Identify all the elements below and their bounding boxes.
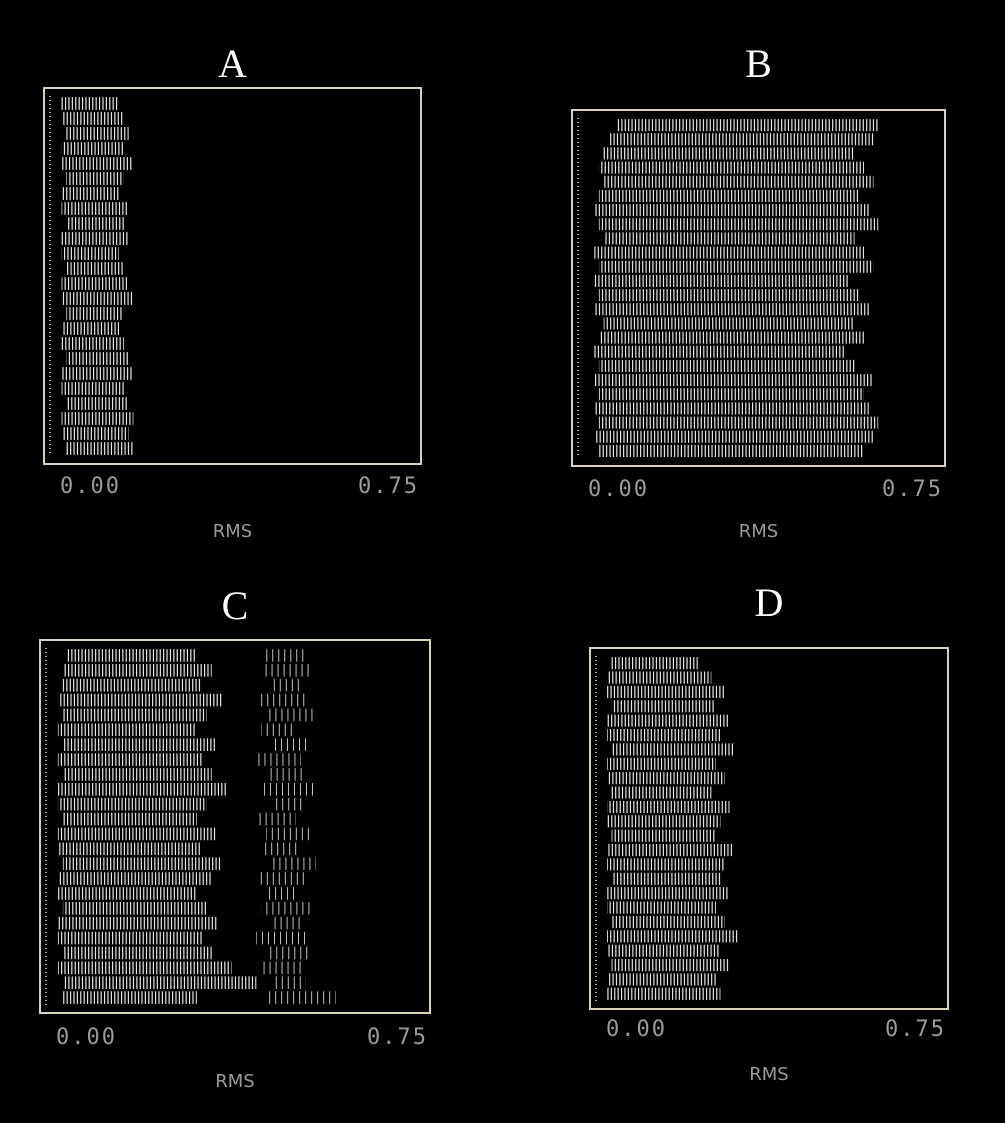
x-tick-label: 0.00 [588,477,649,502]
x-axis-label: RMS [749,1064,788,1085]
x-tick-label: 0.00 [56,1025,117,1050]
x-tick-label: 0.00 [606,1017,667,1042]
panel-frame [589,647,949,1010]
panel-title: D [755,580,784,625]
x-axis-label: RMS [213,521,252,542]
panel-frame [39,639,431,1014]
panel-title: A [218,41,247,86]
x-tick-label: 0.75 [358,474,419,499]
x-tick-label: 0.75 [367,1025,428,1050]
x-axis-label: RMS [739,521,778,542]
x-tick-label: 0.75 [882,477,943,502]
panel-frame [571,109,946,467]
panel-frame [43,87,422,465]
x-tick-label: 0.00 [60,474,121,499]
x-axis-label: RMS [215,1071,254,1092]
x-tick-label: 0.75 [885,1017,946,1042]
panel-title: C [222,583,249,628]
panel-title: B [745,41,772,86]
